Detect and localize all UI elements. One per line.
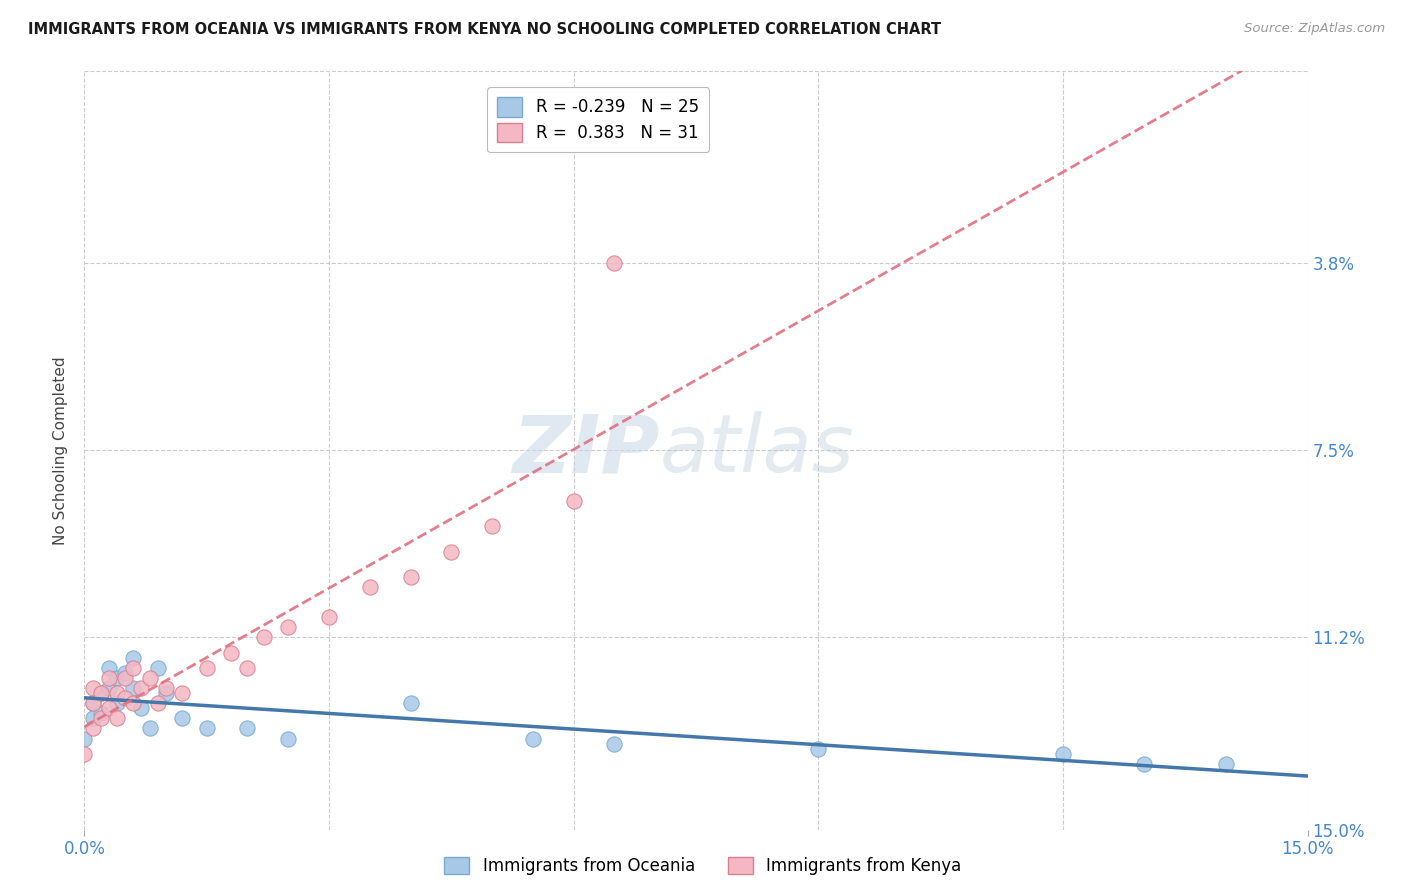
Point [399,696,422,710]
Point [359,580,381,594]
Point [277,620,299,634]
Point [105,671,128,685]
Point [122,650,145,665]
Point [114,691,136,706]
Point [82,711,104,725]
Point [97,661,120,675]
Point [114,665,136,680]
Y-axis label: No Schooling Completed: No Schooling Completed [53,356,69,545]
Point [138,722,160,736]
Point [146,696,169,710]
Point [82,722,104,736]
Point [277,731,299,746]
Point [253,631,276,645]
Point [131,681,153,695]
Point [195,661,218,675]
Point [122,696,145,710]
Point [603,737,626,751]
Text: ZIP: ZIP [512,411,659,490]
Point [1133,756,1156,771]
Text: atlas: atlas [659,411,853,490]
Point [82,696,104,710]
Point [399,570,422,584]
Point [82,696,104,710]
Point [73,747,96,761]
Point [236,661,259,675]
Point [122,661,145,675]
Point [603,256,626,270]
Point [318,610,340,624]
Point [481,519,503,533]
Point [97,681,120,695]
Text: IMMIGRANTS FROM OCEANIA VS IMMIGRANTS FROM KENYA NO SCHOOLING COMPLETED CORRELAT: IMMIGRANTS FROM OCEANIA VS IMMIGRANTS FR… [28,22,941,37]
Point [90,686,112,700]
Point [105,711,128,725]
Point [73,731,96,746]
Point [146,661,169,675]
Point [172,711,194,725]
Point [105,696,128,710]
Point [105,686,128,700]
Point [90,686,112,700]
Point [97,671,120,685]
Point [195,722,218,736]
Point [90,711,112,725]
Point [1052,747,1074,761]
Point [172,686,194,700]
Point [131,701,153,715]
Point [138,671,160,685]
Legend: R = -0.239   N = 25, R =  0.383   N = 31: R = -0.239 N = 25, R = 0.383 N = 31 [488,87,709,153]
Point [82,681,104,695]
Point [522,731,544,746]
Point [90,706,112,721]
Point [219,646,242,660]
Point [114,671,136,685]
Point [122,681,145,695]
Point [562,494,585,508]
Point [807,741,830,756]
Point [440,544,463,558]
Legend: Immigrants from Oceania, Immigrants from Kenya: Immigrants from Oceania, Immigrants from… [436,849,970,884]
Point [236,722,259,736]
Point [1215,756,1237,771]
Text: Source: ZipAtlas.com: Source: ZipAtlas.com [1244,22,1385,36]
Point [155,681,177,695]
Point [155,686,177,700]
Point [97,701,120,715]
